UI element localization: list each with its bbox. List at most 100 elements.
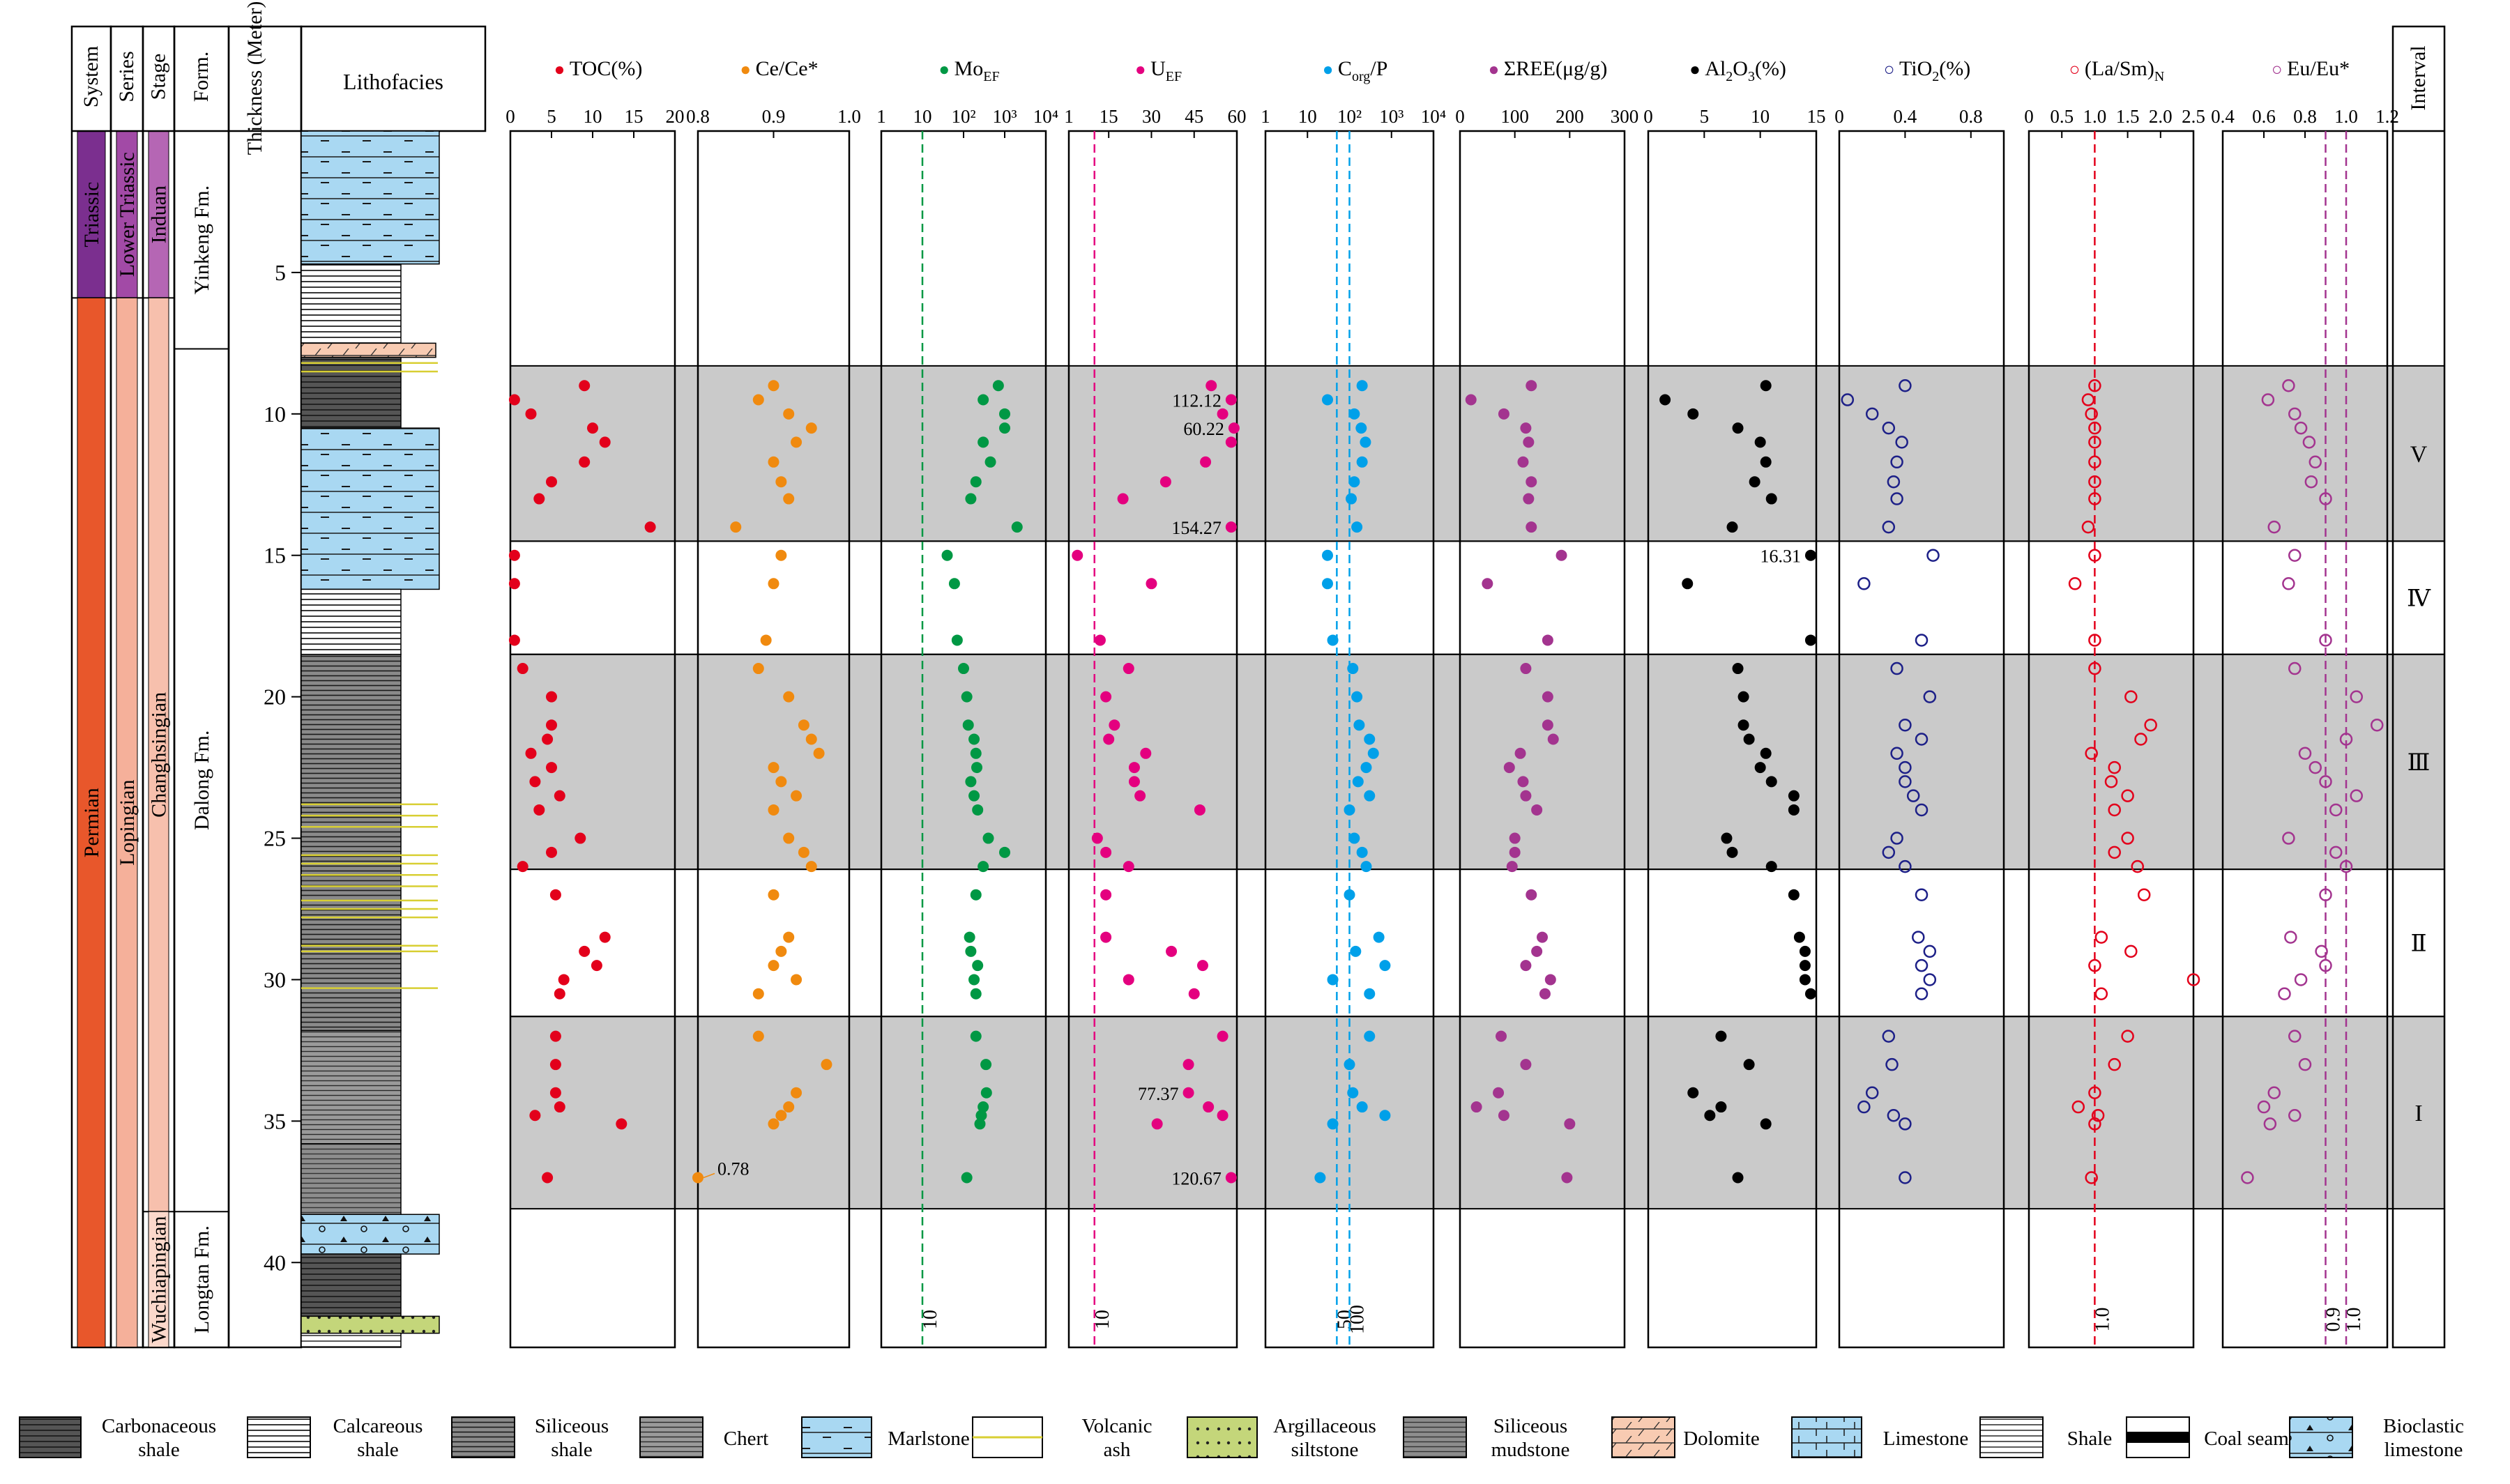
x-tick-label: 100 [1500, 106, 1529, 127]
x-tick-label: 20 [666, 106, 685, 127]
data-point [1523, 493, 1535, 505]
lithology-bed-8 [301, 1143, 402, 1216]
data-point [1754, 436, 1766, 448]
data-point [2081, 393, 2095, 406]
lithology-bed-4 [301, 427, 440, 590]
data-point [958, 663, 969, 675]
reference-line-label: 10 [920, 1310, 941, 1329]
data-point [1360, 861, 1372, 873]
data-point [1517, 776, 1529, 788]
data-point [1547, 733, 1559, 745]
legend-label-line1: Bioclastic [2383, 1415, 2464, 1437]
data-point [962, 719, 974, 731]
data-point [791, 436, 803, 448]
data-point [1344, 1059, 1355, 1071]
data-point [1788, 790, 1800, 802]
data-point [542, 1172, 554, 1184]
data-point [2108, 846, 2121, 859]
data-point [2288, 407, 2302, 421]
legend-label: Marlstone [888, 1428, 970, 1450]
data-annotation: 0.78 [717, 1159, 750, 1179]
legend-swatch [247, 1416, 311, 1458]
data-point [1353, 719, 1365, 731]
data-point [2144, 718, 2157, 732]
series-name: TOC(%) [570, 57, 642, 80]
data-point [1355, 422, 1367, 434]
x-tick-label: 10 [913, 106, 932, 127]
data-point [1882, 1030, 1896, 1043]
data-point [2294, 973, 2308, 986]
data-point [1788, 889, 1800, 901]
data-point [2371, 718, 2384, 732]
data-point [1205, 380, 1217, 392]
data-point [1542, 719, 1553, 731]
data-point [1887, 475, 1901, 489]
data-point [1364, 988, 1376, 1000]
panel-title: ● ΣREE(μg/g) [1489, 57, 1608, 80]
data-point [999, 408, 1010, 420]
data-point [1915, 634, 1929, 647]
legend-marker: ● [938, 59, 954, 79]
x-tick-label: 1.5 [2116, 106, 2140, 127]
data-point [1225, 521, 1237, 533]
data-point [1687, 408, 1699, 420]
data-point [2319, 775, 2332, 788]
data-point [546, 691, 557, 703]
data-point [1091, 832, 1103, 844]
data-point [1470, 1101, 1482, 1113]
panel-2: ● MoEF 1 10 10² 10³ 10⁴ 10 [876, 57, 1058, 1349]
data-point [1526, 889, 1537, 901]
data-point [970, 988, 982, 1000]
data-point [798, 846, 809, 858]
data-point [508, 394, 520, 406]
panel-title: ● Ce/Ce* [740, 57, 818, 80]
data-point [525, 408, 537, 420]
series-label: Lopingian [116, 780, 139, 866]
data-point [2329, 803, 2343, 817]
data-point [1857, 577, 1871, 590]
data-point [2071, 1100, 2085, 1114]
data-point [533, 493, 545, 505]
data-point [1732, 422, 1744, 434]
data-point [760, 634, 772, 646]
data-point [1347, 1087, 1359, 1099]
data-point [1345, 493, 1357, 505]
data-point [1352, 776, 1364, 788]
data-point [542, 733, 554, 745]
reference-line-label: 1.0 [2343, 1308, 2365, 1332]
legend-marker: ● [740, 59, 755, 79]
data-point [2263, 1117, 2277, 1131]
data-point [783, 691, 795, 703]
data-point [1327, 1118, 1339, 1130]
data-point [982, 832, 994, 844]
legend-label-line2: shale [551, 1439, 593, 1461]
data-point [968, 974, 980, 986]
lithology-legend: CarbonaceousshaleCalcareousshaleSiliceou… [19, 1415, 2464, 1461]
interval-label: I [2414, 1101, 2422, 1126]
x-tick-label: 60 [1228, 106, 1247, 127]
data-point [579, 945, 591, 957]
data-point [1351, 521, 1363, 533]
data-point [775, 549, 787, 561]
data-point [529, 776, 541, 788]
data-point [775, 476, 787, 488]
stage-unit-1 [148, 297, 169, 1212]
legend-label-line1: Siliceous [1493, 1415, 1567, 1437]
data-point [2298, 1057, 2312, 1071]
data-point [791, 790, 803, 802]
data-point [1128, 762, 1140, 774]
data-point [1682, 578, 1694, 590]
data-point [1841, 393, 1855, 406]
data-point [1517, 456, 1529, 468]
data-point [1356, 1101, 1368, 1113]
data-point [579, 380, 591, 392]
data-point [2288, 549, 2302, 562]
data-point [970, 889, 982, 901]
interval-band-2 [510, 654, 2444, 870]
data-point [2068, 577, 2082, 590]
data-point [1327, 974, 1339, 986]
data-point [2309, 455, 2322, 469]
data-point [783, 931, 795, 943]
data-point [1520, 790, 1532, 802]
data-point [1509, 846, 1521, 858]
